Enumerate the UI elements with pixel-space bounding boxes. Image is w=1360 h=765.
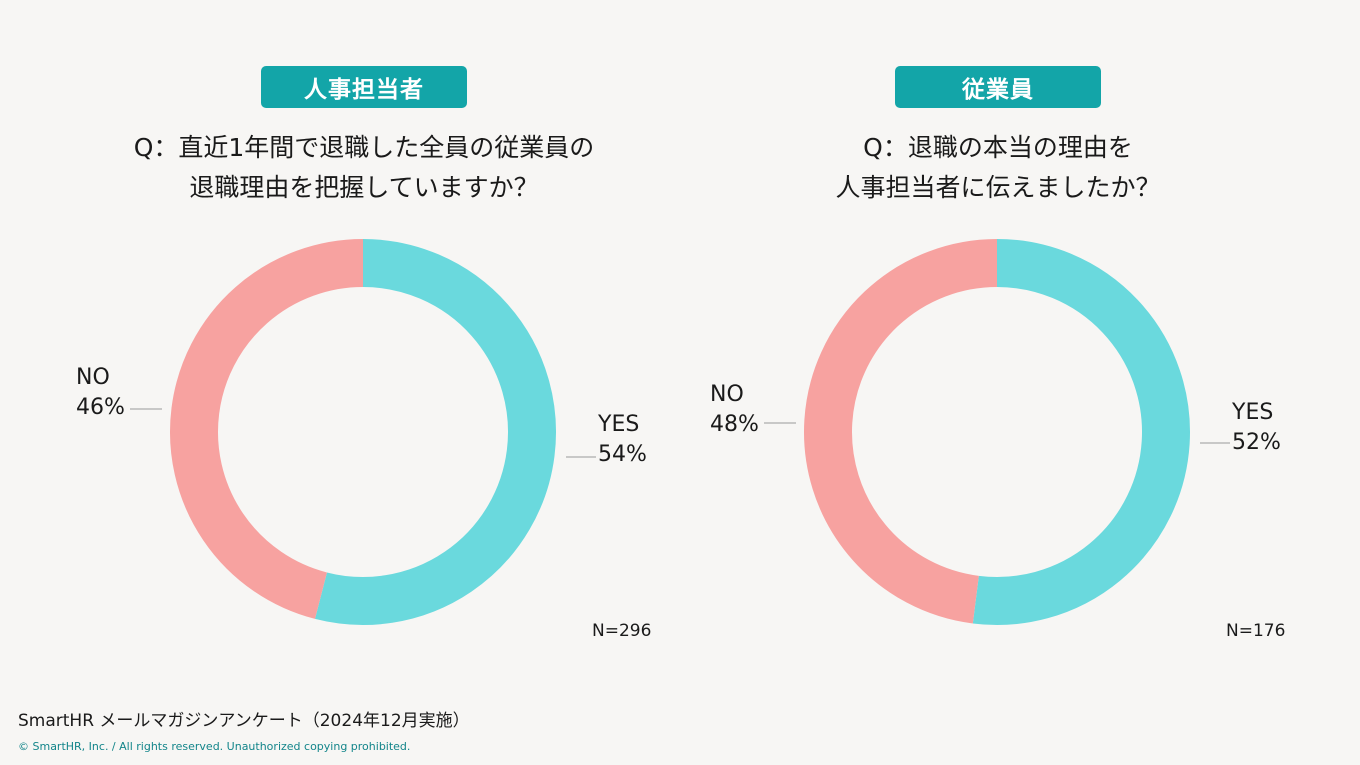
yes-label: YES 54% xyxy=(598,410,647,470)
question-line-2: 退職理由を把握していますか？ xyxy=(189,173,539,202)
no-category: NO xyxy=(76,365,110,390)
chart-panel-hr: 人事担当者 Q：直近1年間で退職した全員の従業員の 退職理由を把握していますか？… xyxy=(0,0,680,700)
respondent-badge: 従業員 xyxy=(895,66,1101,108)
donut-segment-no xyxy=(804,239,998,624)
question-line-1: Q：直近1年間で退職した全員の従業員の xyxy=(133,133,595,162)
no-percent: 48% xyxy=(710,412,759,437)
donut-segment-no xyxy=(170,239,364,619)
donut-chart xyxy=(764,239,1230,625)
copyright-notice: © SmartHR, Inc. / All rights reserved. U… xyxy=(18,740,411,753)
survey-source: SmartHR メールマガジンアンケート（2024年12月実施） xyxy=(18,711,470,731)
question-text: Q：直近1年間で退職した全員の従業員の 退職理由を把握していますか？ xyxy=(0,128,728,208)
yes-category: YES xyxy=(598,412,640,437)
question-text: Q：退職の本当の理由を 人事担当者に伝えましたか？ xyxy=(634,128,1360,208)
question-line-2: 人事担当者に伝えましたか？ xyxy=(835,173,1161,202)
no-percent: 46% xyxy=(76,395,125,420)
donut-segment-yes xyxy=(972,239,1190,625)
yes-label: YES 52% xyxy=(1232,398,1281,458)
no-category: NO xyxy=(710,382,744,407)
no-label: NO 46% xyxy=(76,363,125,423)
respondent-badge: 人事担当者 xyxy=(261,66,467,108)
sample-size: N=296 xyxy=(592,621,652,641)
no-label: NO 48% xyxy=(710,380,759,440)
question-line-1: Q：退職の本当の理由を xyxy=(863,133,1133,162)
sample-size: N=176 xyxy=(1226,621,1286,641)
yes-percent: 54% xyxy=(598,442,647,467)
donut-segment-yes xyxy=(315,239,556,625)
yes-percent: 52% xyxy=(1232,430,1281,455)
donut-chart xyxy=(130,239,596,625)
chart-panel-employee: 従業員 Q：退職の本当の理由を 人事担当者に伝えましたか？ NO 48% YES… xyxy=(634,0,1314,700)
yes-category: YES xyxy=(1232,400,1274,425)
